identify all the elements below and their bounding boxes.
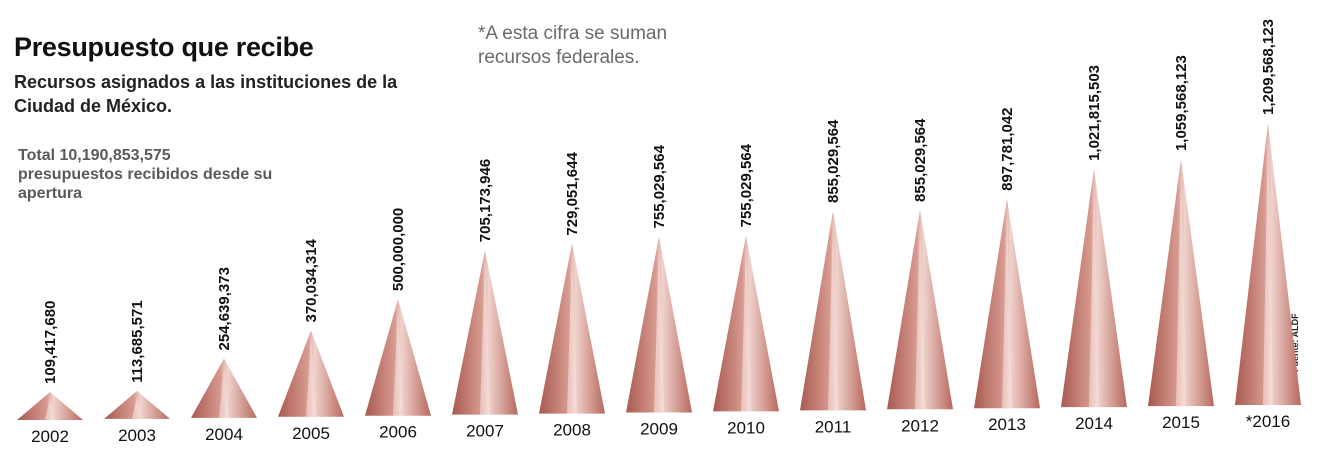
cone-highlight	[1263, 129, 1273, 405]
value-label: 109,417,680	[42, 301, 59, 384]
value-label: 1,021,815,503	[1086, 65, 1103, 161]
value-label: 254,639,373	[216, 267, 233, 350]
cone-highlight	[654, 242, 664, 413]
year-label: 2008	[553, 421, 591, 440]
cone-highlight	[219, 364, 229, 418]
year-label: 2013	[988, 415, 1026, 434]
value-label: 755,029,564	[651, 144, 668, 228]
year-label: 2002	[31, 427, 69, 446]
cone-highlight	[132, 396, 142, 419]
value-label: 729,051,644	[564, 152, 581, 236]
year-label: 2011	[815, 417, 852, 436]
cone-highlight	[1176, 165, 1186, 407]
value-label: 705,173,946	[477, 159, 494, 242]
total-budget-note: Total 10,190,853,575 presupuestos recibi…	[18, 147, 273, 202]
value-label: 1,209,568,123	[1260, 19, 1277, 115]
year-label: 2015	[1162, 413, 1200, 432]
chart-title: Presupuesto que recibe	[14, 32, 314, 62]
year-label: 2006	[379, 423, 417, 442]
cone-highlight	[915, 215, 925, 410]
value-label: 1,059,568,123	[1173, 55, 1190, 151]
year-label: 2014	[1075, 414, 1113, 433]
year-label: 2005	[292, 424, 330, 443]
cone-highlight	[1002, 204, 1012, 409]
cone-highlight	[45, 398, 55, 420]
cone-highlight	[567, 249, 577, 414]
value-label: 370,034,314	[303, 238, 320, 322]
cone-highlight	[393, 305, 403, 416]
value-label: 855,029,564	[825, 119, 842, 203]
year-label: 2009	[640, 420, 678, 439]
cone-highlight	[828, 217, 838, 411]
year-label: 2012	[901, 416, 939, 435]
cone-highlight	[1089, 174, 1099, 408]
chart-subtitle: Recursos asignados a las instituciones d…	[14, 72, 398, 116]
value-label: 755,029,564	[738, 143, 755, 227]
federal-resources-note: *A esta cifra se suman recursos federale…	[478, 23, 668, 68]
value-label: 897,781,042	[999, 107, 1016, 190]
year-label: 2003	[118, 426, 156, 445]
year-label: *2016	[1246, 412, 1290, 431]
year-label: 2007	[466, 422, 504, 441]
cone-highlight	[480, 256, 490, 415]
cone-highlight	[741, 241, 751, 412]
value-label: 113,685,571	[129, 300, 146, 383]
cone-highlight	[306, 336, 316, 417]
year-label: 2010	[727, 418, 765, 437]
year-label: 2004	[205, 425, 243, 444]
value-label: 500,000,000	[390, 208, 407, 291]
value-label: 855,029,564	[912, 118, 929, 202]
